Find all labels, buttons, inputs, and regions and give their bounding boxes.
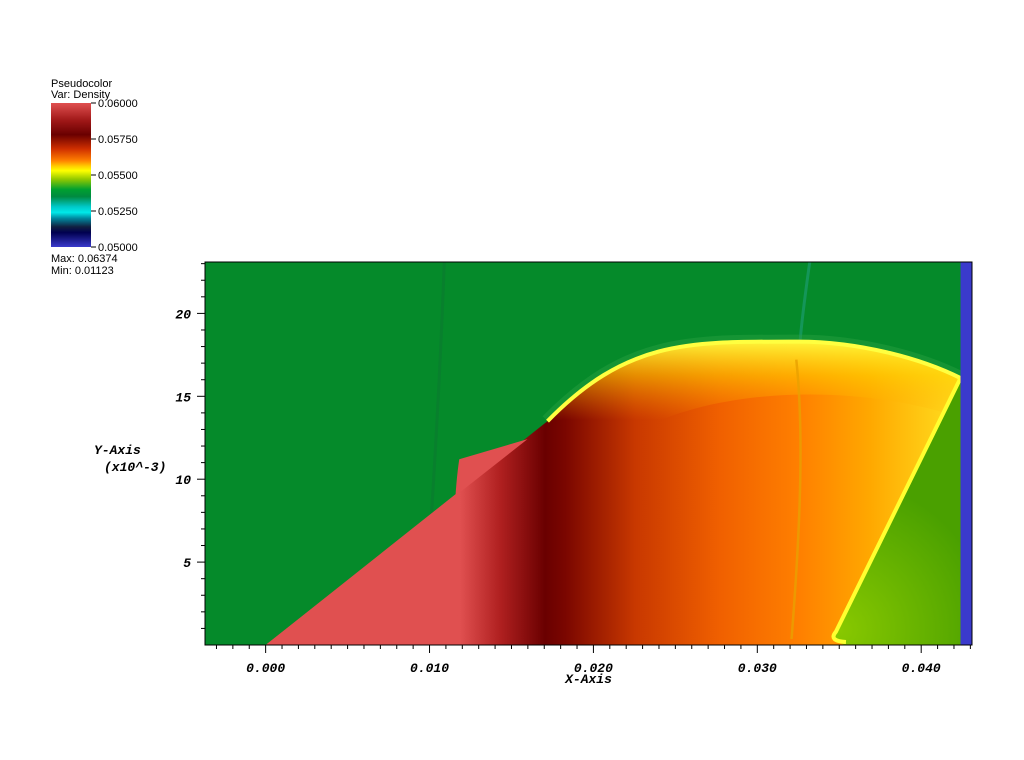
x-tick-label: 0.030 (738, 661, 777, 676)
legend-var-label: Var: Density (51, 89, 111, 101)
legend: Pseudocolor Var: Density 0.060000.057500… (51, 78, 138, 277)
legend-title: Pseudocolor (51, 78, 112, 90)
shock-rim-highlight (547, 341, 961, 452)
legend-tick-label: 0.05500 (98, 170, 138, 182)
y-tick-label: 15 (175, 390, 191, 405)
y-axis-title: Y-Axis (94, 443, 141, 458)
y-axis-title-exponent: (x10^-3) (104, 460, 166, 475)
faint-wave-left (429, 262, 446, 521)
plot-frame (204, 261, 973, 646)
bow-shock-front (546, 339, 962, 423)
x-tick-label: 0.040 (902, 661, 941, 676)
reflected-shock-front (831, 377, 963, 644)
wedge-region (265, 439, 528, 645)
legend-colorbar (51, 103, 91, 247)
legend-tick-label: 0.06000 (98, 98, 138, 110)
wall-strip (960, 262, 972, 645)
x-tick-label: 0.000 (246, 661, 285, 676)
contact-discontinuity (790, 359, 802, 640)
legend-tick-label: 0.05750 (98, 134, 138, 146)
x-axis-ticks: 0.000 0.010 0.020 0.030 0.040 (215, 645, 971, 676)
faint-wave-right (798, 262, 812, 344)
y-tick-label: 5 (183, 556, 191, 571)
density-field (205, 262, 972, 645)
y-tick-label: 10 (175, 473, 191, 488)
y-axis-ticks: 5 10 15 20 (175, 263, 205, 629)
legend-ticks: 0.06000 0.05750 0.05500 0.05250 0.05000 (91, 98, 138, 254)
legend-max-label: Max: 0.06374 (51, 253, 118, 265)
x-axis-title: X-Axis (564, 672, 612, 687)
legend-min-label: Min: 0.01123 (51, 265, 114, 277)
x-tick-label: 0.010 (410, 661, 449, 676)
y-tick-label: 20 (175, 307, 191, 322)
x-tick-label: 0.020 (574, 661, 613, 676)
legend-tick-label: 0.05250 (98, 206, 138, 218)
legend-tick-label: 0.05000 (98, 242, 138, 254)
